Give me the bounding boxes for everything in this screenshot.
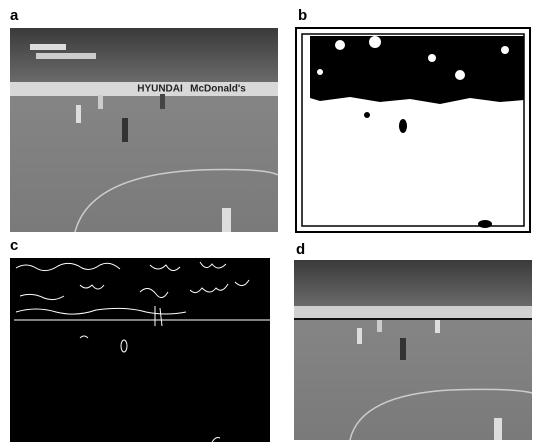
panel-label: c: [10, 237, 18, 254]
figure: a HYUNDAI McDonald's b c: [0, 0, 537, 442]
panel-d-image: [294, 260, 532, 440]
panel-label: b: [298, 7, 307, 24]
ad-text: McDonald's: [190, 84, 246, 95]
panel-b-image: [296, 28, 530, 232]
panel-a-image: HYUNDAI McDonald's: [10, 28, 278, 232]
panel-label: d: [296, 241, 305, 258]
panel-label: a: [10, 7, 19, 24]
ad-text: HYUNDAI: [137, 84, 183, 95]
panel-c-image: [10, 258, 270, 442]
figure-canvas: a HYUNDAI McDonald's b c: [0, 0, 537, 442]
